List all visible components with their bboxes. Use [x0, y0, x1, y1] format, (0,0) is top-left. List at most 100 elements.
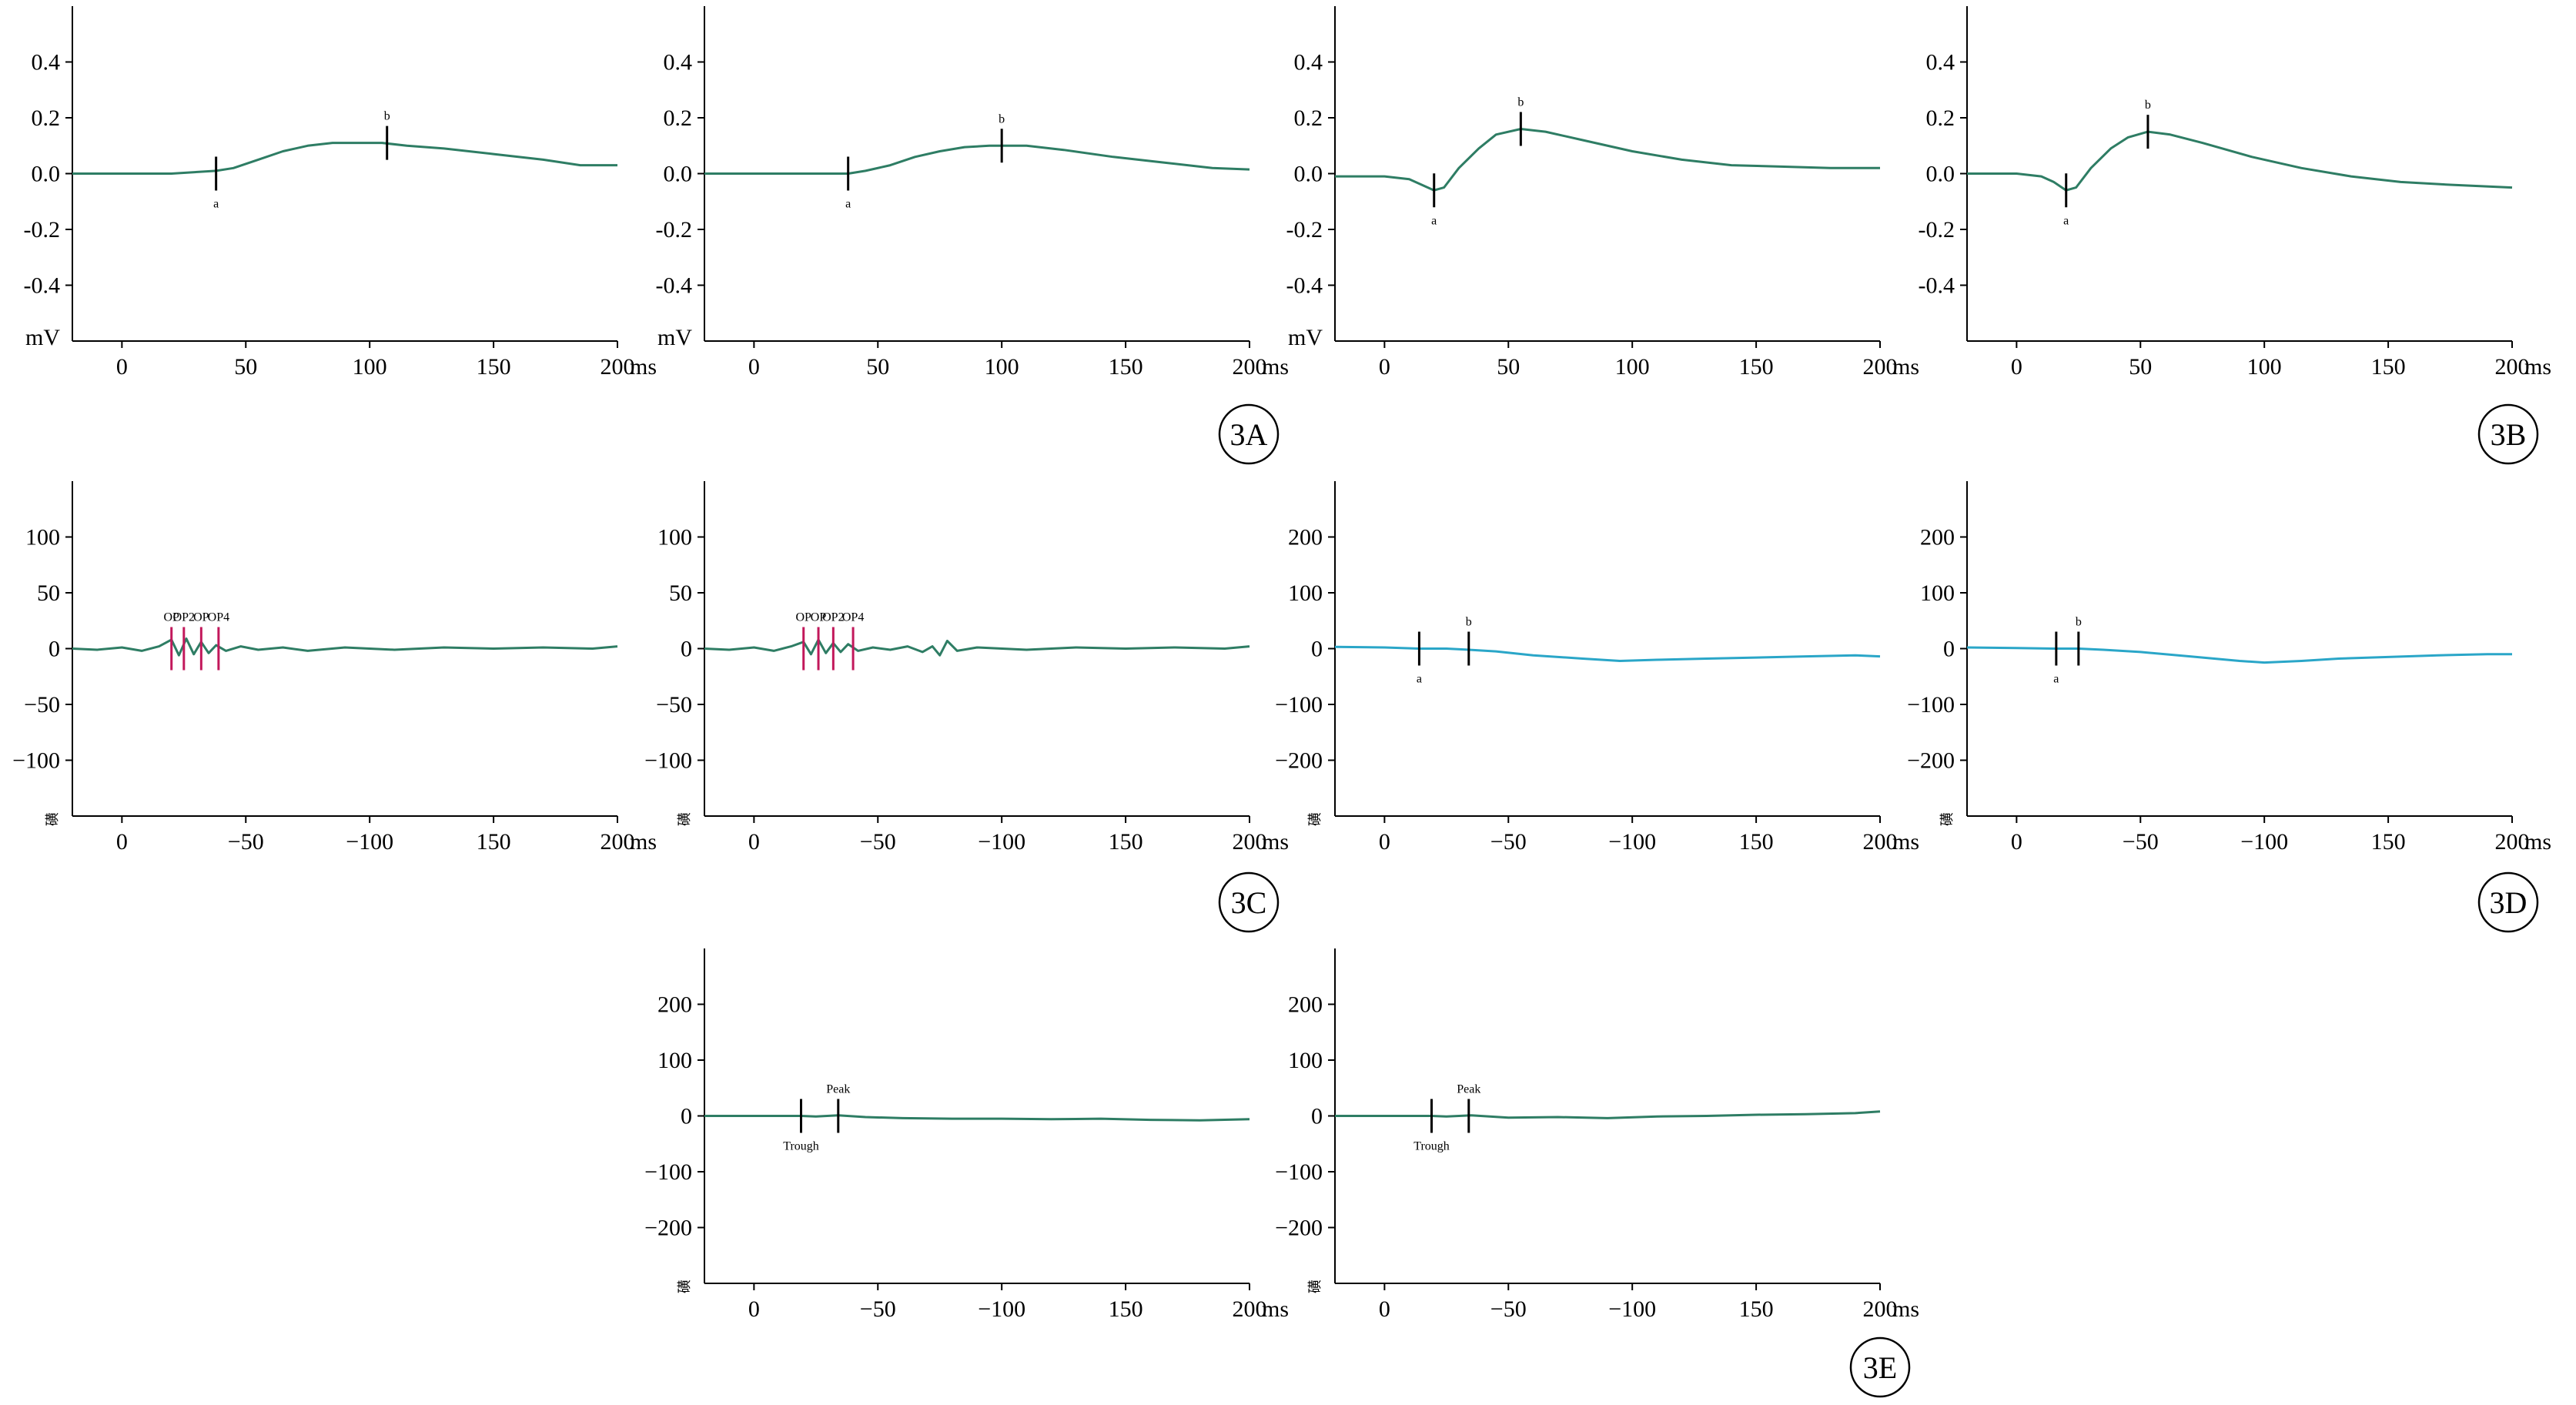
series-line [1335, 128, 1880, 192]
marker-label: OP2 [822, 611, 844, 624]
y-tick-label: −100 [644, 1159, 692, 1185]
x-axis-title: ms [1892, 1296, 1919, 1322]
y-tick-label: -0.4 [24, 273, 61, 299]
x-tick-label: −100 [1608, 1296, 1656, 1322]
panel-label-circle [2477, 871, 2539, 933]
x-tick-label: 150 [477, 354, 511, 380]
x-tick-label: 150 [1109, 1296, 1143, 1322]
x-axis-title: ms [1892, 829, 1919, 855]
x-axis-title: ms [1262, 829, 1289, 855]
x-tick-label: 150 [1109, 829, 1143, 855]
y-tick-label: -0.2 [1919, 217, 1955, 243]
marker-label: Peak [1457, 1083, 1480, 1096]
x-axis-title: ms [1892, 354, 1919, 380]
x-tick-label: 150 [1739, 1296, 1774, 1322]
x-tick-label: −100 [978, 829, 1025, 855]
y-tick-label: 0.4 [664, 50, 693, 75]
x-tick-label: 150 [1109, 354, 1143, 380]
x-tick-label: 0 [1379, 829, 1390, 855]
panel-label-3e: 3E [1849, 1336, 1911, 1398]
series-line [704, 1114, 1250, 1122]
y-axis-glyph: 磺 [1939, 812, 1955, 826]
x-tick-label: 200 [2495, 829, 2530, 855]
y-tick-label: −100 [1275, 1159, 1323, 1185]
x-tick-label: 150 [1739, 829, 1774, 855]
x-tick-label: 0 [2011, 829, 2022, 855]
chart-a1: 0.4 0.2 0.0 -0.2 -0.4 0 50 100 150 200 mV ms a b [24, 6, 657, 380]
x-tick-label: −50 [1490, 829, 1527, 855]
y-tick-label: 200 [1288, 992, 1323, 1018]
marker-label: Trough [783, 1140, 819, 1153]
y-tick-label: 0.0 [1294, 162, 1323, 187]
x-tick-label: 200 [2495, 354, 2530, 380]
panel-label-3a: 3A [1218, 403, 1280, 465]
panel-label-3c: 3C [1218, 871, 1280, 933]
y-tick-label: -0.2 [1286, 217, 1323, 243]
y-tick-label: -0.2 [24, 217, 61, 243]
marker-label: a [2063, 214, 2069, 227]
marker-label: a [845, 198, 851, 211]
panel-label-text: 3D [2490, 885, 2527, 920]
y-tick-label: 0.2 [32, 105, 61, 131]
y-tick-label: 100 [657, 1048, 692, 1073]
marker-label: a [1431, 214, 1437, 227]
y-tick-label: −50 [656, 692, 692, 718]
y-axis-glyph: 磺 [677, 1280, 692, 1293]
x-tick-label: −100 [1608, 829, 1656, 855]
chart-a2: 0.4 0.2 0.0 -0.2 -0.4 0 50 100 150 200 mV ms a b [656, 6, 1289, 380]
x-tick-label: 200 [1863, 1296, 1898, 1322]
x-tick-label: 150 [1739, 354, 1774, 380]
y-axis-glyph: 磺 [45, 812, 60, 826]
x-tick-label: 0 [116, 829, 128, 855]
x-tick-label: −50 [860, 829, 896, 855]
x-tick-label: 100 [2247, 354, 2282, 380]
marker-label: b [2076, 616, 2082, 629]
y-tick-label: 100 [1288, 580, 1323, 606]
series-line [1966, 646, 2512, 664]
x-axis-title: ms [1262, 1296, 1289, 1322]
y-tick-label: 100 [1288, 1048, 1323, 1073]
y-tick-label: 0.4 [1926, 50, 1955, 75]
series-line [704, 144, 1250, 175]
y-tick-label: −200 [644, 1216, 692, 1241]
y-axis-title: mV [1288, 325, 1323, 350]
x-axis-title: ms [2524, 354, 2551, 380]
panel-label-text: 3A [1230, 417, 1268, 452]
y-axis-glyph: 磺 [1307, 1280, 1323, 1293]
y-tick-label: -0.4 [656, 273, 693, 299]
y-tick-label: 0 [1943, 637, 1955, 662]
y-tick-label: -0.4 [1286, 273, 1323, 299]
x-tick-label: 200 [601, 354, 635, 380]
y-tick-label: 200 [657, 992, 692, 1018]
x-tick-label: −50 [228, 829, 264, 855]
y-tick-label: 0 [1311, 637, 1323, 662]
marker-label: OP2 [173, 611, 195, 624]
series-line [72, 637, 618, 657]
y-tick-label: −100 [12, 748, 60, 774]
x-tick-label: 50 [866, 354, 889, 380]
marker-label: OP [193, 611, 209, 624]
y-tick-label: 200 [1288, 525, 1323, 550]
x-tick-label: 200 [1863, 354, 1898, 380]
y-tick-label: 0.4 [32, 50, 61, 75]
series-line [72, 142, 617, 175]
y-tick-label: 0.2 [1926, 105, 1955, 131]
x-tick-label: 150 [477, 829, 511, 855]
x-axis-title: ms [2524, 829, 2551, 855]
y-tick-label: -0.2 [656, 217, 693, 243]
x-tick-label: 0 [1379, 1296, 1390, 1322]
y-tick-label: 0.0 [1926, 162, 1955, 187]
x-tick-label: 200 [601, 829, 635, 855]
panel-label-circle [1849, 1336, 1911, 1398]
panel-label-text: 3E [1863, 1350, 1897, 1385]
marker-label: a [2053, 673, 2059, 686]
y-tick-label: 0.0 [32, 162, 61, 187]
y-tick-label: -0.4 [1919, 273, 1955, 299]
panel-label-text: 3C [1231, 885, 1267, 920]
series-line [1335, 1110, 1881, 1119]
